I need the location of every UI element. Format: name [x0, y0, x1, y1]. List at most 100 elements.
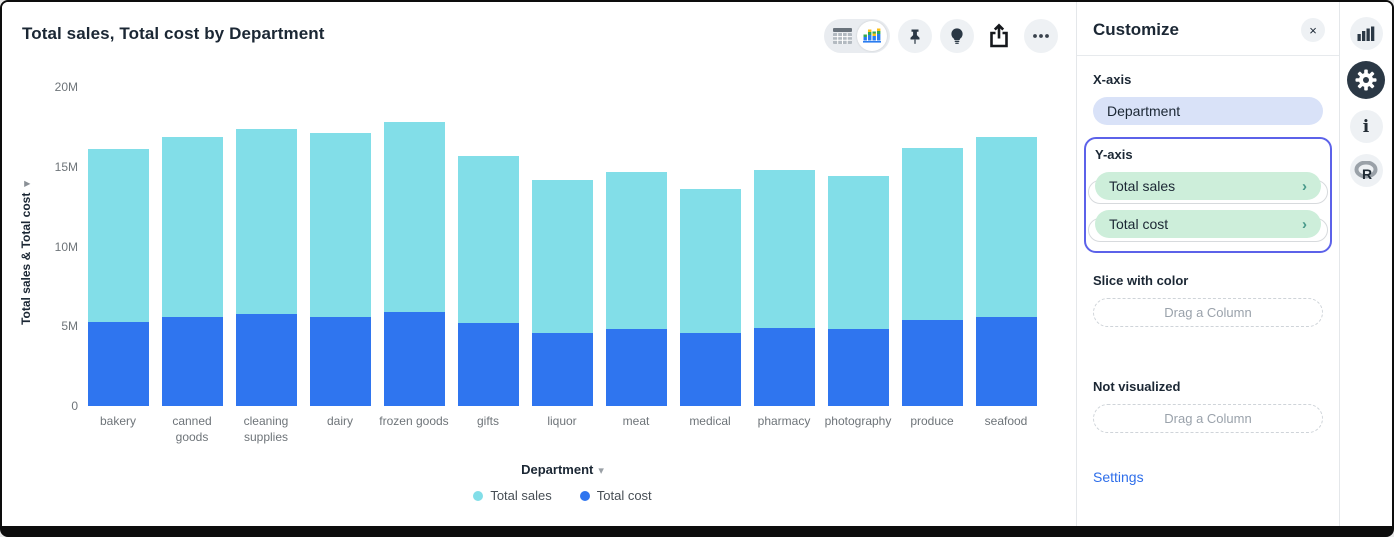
- x-axis-control-label[interactable]: Department: [521, 462, 594, 477]
- x-axis-control[interactable]: Department ▾: [88, 461, 1037, 479]
- bar-chart-view-icon[interactable]: [857, 21, 887, 51]
- y-field-slot: Total sales ›: [1088, 172, 1328, 204]
- bar-chart-icon[interactable]: [1349, 17, 1383, 50]
- x-tick-gifts: gifts: [476, 414, 499, 428]
- y-axis-title[interactable]: Total sales & Total cost▾: [19, 181, 33, 325]
- x-tick-dairy: dairy: [326, 414, 353, 428]
- gear-icon[interactable]: [1347, 61, 1385, 99]
- x-tick-meat: meat: [622, 414, 650, 428]
- bar-segment-total-cost[interactable]: [236, 313, 297, 406]
- bar-liquor[interactable]: [532, 179, 593, 406]
- bar-segment-total-sales[interactable]: [162, 136, 223, 317]
- chart-toolbar: [824, 19, 1058, 53]
- bar-segment-total-sales[interactable]: [828, 176, 889, 330]
- bar-segment-total-cost[interactable]: [902, 319, 963, 406]
- r-logo-icon[interactable]: R: [1349, 154, 1383, 187]
- not-visualized-label: Not visualized: [1093, 379, 1181, 394]
- y-tick-0: 0: [71, 399, 78, 413]
- bar-segment-total-sales[interactable]: [606, 171, 667, 330]
- bar-segment-total-sales[interactable]: [310, 133, 371, 317]
- not-visualized-drop-zone[interactable]: Drag a Column: [1093, 404, 1323, 433]
- bar-frozen-goods[interactable]: [384, 122, 445, 406]
- x-tick-photography: photography: [824, 414, 892, 428]
- x-tick-cleaning-supplies: cleaning supplies: [243, 414, 289, 444]
- bar-cleaning-supplies[interactable]: [236, 128, 297, 406]
- y-axis-section-label: Y-axis: [1095, 147, 1133, 162]
- x-axis-field-pill[interactable]: Department: [1093, 97, 1323, 125]
- bar-segment-total-cost[interactable]: [976, 316, 1037, 406]
- y-tick-20M: 20M: [54, 80, 78, 94]
- bar-segment-total-sales[interactable]: [384, 122, 445, 312]
- slice-with-color-section: Slice with color Drag a Column: [1093, 273, 1323, 327]
- y-tick-15M: 15M: [54, 159, 78, 174]
- slice-drop-zone[interactable]: Drag a Column: [1093, 298, 1323, 327]
- bar-segment-total-sales[interactable]: [902, 147, 963, 320]
- not-visualized-section: Not visualized Drag a Column: [1093, 379, 1323, 433]
- bar-segment-total-cost[interactable]: [458, 323, 519, 406]
- bar-segment-total-cost[interactable]: [754, 327, 815, 406]
- bar-meat[interactable]: [606, 171, 667, 406]
- x-axis-section-label: X-axis: [1093, 72, 1132, 87]
- bar-segment-total-sales[interactable]: [680, 189, 741, 334]
- bar-segment-total-cost[interactable]: [88, 321, 149, 406]
- close-icon[interactable]: ×: [1301, 18, 1325, 42]
- bar-medical[interactable]: [680, 189, 741, 406]
- legend-item-total-cost[interactable]: Total cost: [579, 488, 652, 503]
- info-icon[interactable]: i: [1349, 110, 1383, 143]
- y-axis-field-pill-total-sales[interactable]: Total sales ›: [1095, 172, 1321, 200]
- share-button[interactable]: [982, 19, 1016, 53]
- right-icon-rail: i R: [1340, 2, 1392, 526]
- chart-card: Total sales, Total cost by Department: [2, 2, 1076, 526]
- bar-segment-total-sales[interactable]: [88, 149, 149, 322]
- bar-segment-total-cost[interactable]: [606, 329, 667, 406]
- customize-panel: Customize × X-axis Department Y-axis Tot…: [1076, 2, 1340, 526]
- y-tick-10M: 10M: [54, 239, 78, 254]
- y-tick-5M: 5M: [61, 319, 78, 334]
- x-tick-canned-goods: canned goods: [172, 414, 212, 444]
- ellipsis-button[interactable]: [1024, 19, 1058, 53]
- x-tick-liquor: liquor: [547, 414, 577, 428]
- bar-produce[interactable]: [902, 147, 963, 406]
- view-toggle[interactable]: [824, 19, 890, 53]
- x-tick-medical: medical: [689, 414, 731, 428]
- legend-item-total-sales[interactable]: Total sales: [473, 488, 552, 503]
- legend-label: Total sales: [490, 488, 552, 503]
- pin-button[interactable]: [898, 19, 932, 53]
- x-tick-seafood: seafood: [984, 414, 1028, 428]
- bar-segment-total-sales[interactable]: [754, 169, 815, 328]
- settings-link[interactable]: Settings: [1093, 469, 1144, 485]
- svg-text:R: R: [1362, 166, 1372, 181]
- bar-segment-total-cost[interactable]: [532, 332, 593, 406]
- y-field-label: Total sales: [1109, 178, 1176, 194]
- table-view-icon[interactable]: [827, 21, 857, 51]
- bar-segment-total-cost[interactable]: [828, 329, 889, 406]
- x-axis-caret-icon: ▾: [598, 465, 604, 477]
- bar-canned-goods[interactable]: [162, 136, 223, 406]
- y-axis-caret-icon: ▾: [21, 181, 33, 187]
- bar-segment-total-cost[interactable]: [680, 333, 741, 406]
- customize-panel-header: Customize ×: [1077, 2, 1339, 56]
- chevron-right-icon[interactable]: ›: [1302, 177, 1307, 195]
- legend-dot: [473, 490, 484, 501]
- bar-segment-total-sales[interactable]: [532, 179, 593, 333]
- bar-photography[interactable]: [828, 176, 889, 406]
- y-axis-field-pill-total-cost[interactable]: Total cost ›: [1095, 210, 1321, 238]
- bar-bakery[interactable]: [88, 149, 149, 406]
- bar-segment-total-sales[interactable]: [976, 136, 1037, 317]
- slice-section-label: Slice with color: [1093, 273, 1189, 288]
- lightbulb-button[interactable]: [940, 19, 974, 53]
- x-axis-section: X-axis Department: [1093, 72, 1323, 125]
- bar-segment-total-cost[interactable]: [384, 311, 445, 406]
- bar-segment-total-cost[interactable]: [310, 316, 371, 406]
- bar-dairy[interactable]: [310, 133, 371, 406]
- chevron-right-icon[interactable]: ›: [1302, 215, 1307, 233]
- bar-segment-total-sales[interactable]: [458, 155, 519, 324]
- bar-seafood[interactable]: [976, 136, 1037, 406]
- bar-segment-total-cost[interactable]: [162, 316, 223, 406]
- bar-gifts[interactable]: [458, 155, 519, 406]
- legend-label: Total cost: [596, 488, 652, 503]
- bar-pharmacy[interactable]: [754, 169, 815, 406]
- bar-segment-total-sales[interactable]: [236, 128, 297, 314]
- y-axis-section-highlighted: Y-axis Total sales › Total cost ›: [1084, 137, 1332, 253]
